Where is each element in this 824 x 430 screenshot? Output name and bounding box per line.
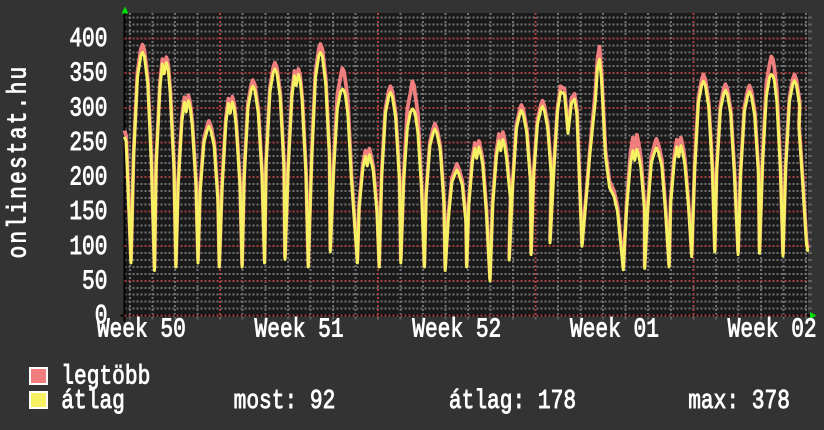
svg-text:onlinestat.hu: onlinestat.hu — [4, 65, 34, 259]
svg-text:Week 02: Week 02 — [728, 315, 817, 345]
svg-text:legtöbb: legtöbb — [61, 362, 150, 392]
svg-text:Week 52: Week 52 — [412, 315, 501, 345]
svg-text:200: 200 — [69, 163, 107, 193]
svg-text:0: 0 — [95, 302, 108, 332]
svg-text:Week 51: Week 51 — [255, 315, 344, 345]
svg-text:250: 250 — [69, 129, 107, 159]
svg-text:Week 50: Week 50 — [97, 315, 186, 345]
svg-text:350: 350 — [69, 60, 107, 90]
svg-text:300: 300 — [69, 94, 107, 124]
svg-text:átlag: átlag — [61, 387, 125, 417]
svg-text:max: 378: max: 378 — [688, 387, 790, 417]
svg-text:Week 01: Week 01 — [570, 315, 659, 345]
svg-text:50: 50 — [82, 267, 107, 297]
svg-text:400: 400 — [69, 25, 107, 55]
svg-text:100: 100 — [69, 233, 107, 263]
svg-text:most: 92: most: 92 — [234, 387, 336, 417]
svg-text:150: 150 — [69, 198, 107, 228]
svg-text:átlag: 178: átlag: 178 — [449, 387, 576, 417]
